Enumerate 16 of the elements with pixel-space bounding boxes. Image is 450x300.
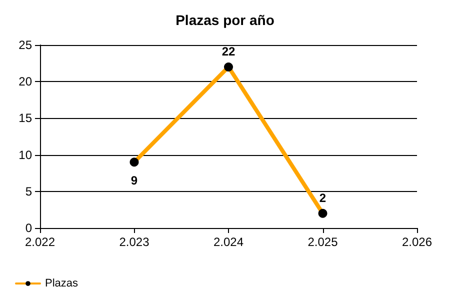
data-label: 9 <box>130 174 138 188</box>
y-tick-label: 25 <box>18 38 32 52</box>
x-tick-label: 2.026 <box>402 235 432 249</box>
y-tick-label: 20 <box>18 74 32 89</box>
legend-label: Plazas <box>45 278 79 290</box>
x-tick-label: 2.023 <box>119 235 150 249</box>
data-label: 22 <box>222 44 236 58</box>
y-tick-label: 15 <box>18 111 32 126</box>
x-tick-label: 2.024 <box>213 235 244 249</box>
x-tick-label: 2.025 <box>308 235 338 249</box>
y-tick-label: 0 <box>25 221 32 235</box>
chart-title: Plazas por año <box>176 12 274 28</box>
y-tick-label: 5 <box>25 184 32 198</box>
y-tick-label: 10 <box>18 148 32 162</box>
data-label: 2 <box>319 190 326 205</box>
x-tick-label: 2.022 <box>24 235 56 249</box>
